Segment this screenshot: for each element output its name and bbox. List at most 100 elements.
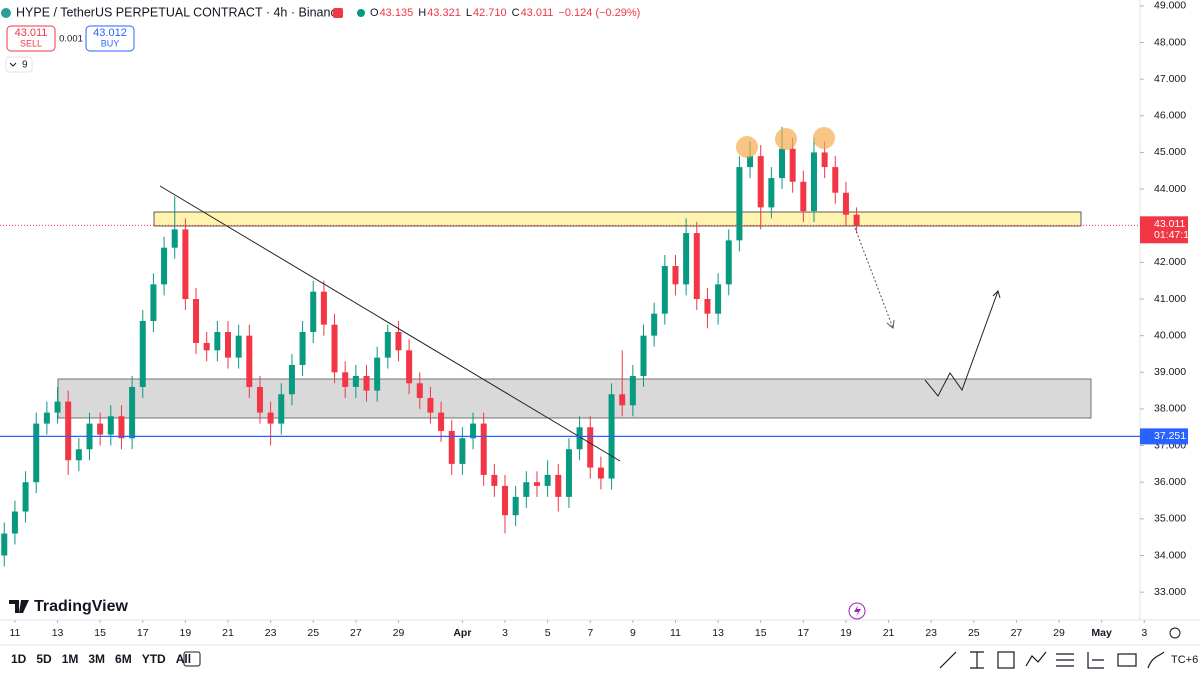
candle-body (214, 331, 221, 351)
candle-body (672, 266, 679, 285)
header: HYPE / TetherUS PERPETUAL CONTRACT · 4h … (1, 5, 640, 73)
buy-label: BUY (101, 38, 120, 48)
x-tick-label: Apr (453, 627, 471, 639)
candle-body (97, 423, 104, 435)
x-tick-label: 21 (883, 627, 895, 639)
timeframe-button[interactable]: 3M (88, 652, 105, 666)
candle-body (512, 496, 519, 516)
candle-body (11, 511, 18, 534)
candle-body (640, 335, 647, 376)
tool-fib[interactable] (1056, 653, 1074, 667)
candle-body (107, 416, 114, 435)
timeframe-button[interactable]: 5D (36, 652, 52, 666)
settings-icon[interactable] (1169, 627, 1181, 639)
legend-key: O (370, 7, 379, 19)
drawings (57, 211, 1092, 419)
x-tick-label: 15 (755, 627, 767, 639)
candle-body (150, 284, 157, 321)
flag (333, 8, 343, 18)
y-tick-label: 45.000 (1154, 146, 1186, 158)
sell-button[interactable] (6, 25, 56, 52)
countdown: 01:47:10 (1154, 229, 1195, 241)
candle-body (448, 430, 455, 464)
candle-body (768, 178, 775, 208)
projection-down (854, 227, 894, 329)
y-tick-label: 38.000 (1154, 403, 1186, 415)
resistance-zone (153, 211, 1082, 227)
candle-body (406, 350, 413, 384)
tool-path[interactable] (1025, 651, 1047, 667)
timeframe-button[interactable]: 1D (11, 652, 27, 666)
x-tick-label: 3 (1141, 627, 1147, 639)
x-tick-label: 25 (307, 627, 319, 639)
candle-body (587, 427, 594, 468)
change: −0.124 (−0.29%) (558, 7, 640, 19)
candle-body (299, 331, 306, 365)
last-price-tag (1140, 216, 1188, 244)
candle-body (161, 247, 168, 285)
candle-body (651, 313, 658, 336)
candle-body (395, 331, 402, 351)
candle-body (459, 438, 466, 464)
candle-body (779, 148, 786, 179)
y-tick-label: 36.000 (1154, 476, 1186, 488)
timeframe-button[interactable]: 1M (62, 652, 79, 666)
candle-body (331, 324, 338, 373)
candle-body (842, 192, 849, 215)
tool-range[interactable] (970, 651, 984, 669)
x-tick-label: 11 (670, 627, 681, 639)
candle-body (33, 423, 40, 483)
timeframe-button[interactable]: YTD (142, 652, 166, 666)
tool-rect[interactable] (997, 651, 1015, 669)
date-range-icon[interactable] (183, 651, 201, 667)
candle-body (43, 412, 50, 424)
x-tick-label: 19 (840, 627, 852, 639)
level-tag (1140, 428, 1188, 445)
candle-body (363, 375, 370, 391)
candle-body (597, 467, 604, 479)
candle-body (278, 394, 285, 424)
candle-body (374, 357, 381, 391)
y-tick-label: 49.000 (1154, 0, 1186, 12)
candle-body (54, 401, 61, 413)
buy-button[interactable] (85, 25, 135, 52)
timeframe-button[interactable]: All (176, 652, 191, 666)
candle-body (171, 229, 178, 248)
annotations (159, 127, 1001, 462)
tool-measure[interactable] (1087, 652, 1104, 669)
peak-marker (736, 136, 758, 158)
candle-body (800, 181, 807, 212)
candle-body (310, 291, 317, 332)
legend-value: 43.011 (521, 7, 554, 19)
indicators-toggle[interactable] (5, 56, 33, 73)
x-tick-label: 19 (180, 627, 192, 639)
candle-body (619, 394, 626, 406)
timezone[interactable]: TC+6 (1171, 654, 1198, 666)
x-tick-label: 15 (94, 627, 106, 639)
tool-order[interactable] (1117, 653, 1137, 667)
candle-body (502, 485, 509, 516)
candle-body (342, 372, 349, 387)
y-tick-label: 44.000 (1154, 183, 1186, 195)
support-zone (57, 378, 1092, 419)
candle-body (810, 152, 817, 212)
peak-marker (813, 127, 835, 149)
candle-body (22, 482, 29, 512)
symbol-title: HYPE / TetherUS PERPETUAL CONTRACT · 4h … (16, 5, 344, 19)
sell-price: 43.011 (15, 27, 48, 39)
tool-brush[interactable] (1147, 651, 1165, 669)
timeframe-button[interactable]: 6M (115, 652, 132, 666)
y-tick-label: 34.000 (1154, 549, 1186, 561)
candle-body (683, 233, 690, 285)
spread: 0.001 (59, 34, 83, 45)
legend-key: L (466, 7, 472, 19)
candle-body (715, 284, 722, 314)
y-tick-label: 48.000 (1154, 36, 1186, 48)
candle-body (139, 320, 146, 387)
y-tick-label: 46.000 (1154, 110, 1186, 122)
y-tick-label: 39.000 (1154, 366, 1186, 378)
candle-body (523, 482, 530, 497)
candle-body (725, 240, 732, 285)
tool-line[interactable] (939, 651, 957, 669)
